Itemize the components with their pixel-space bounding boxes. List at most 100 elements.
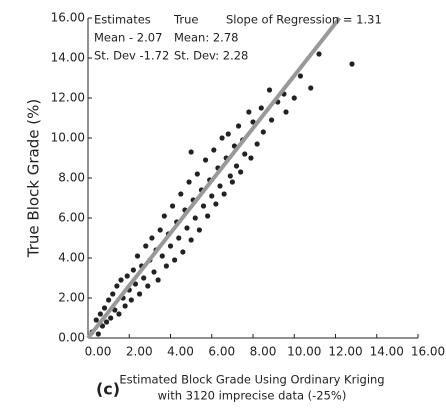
- point: [136, 291, 143, 297]
- point: [99, 323, 106, 329]
- point: [106, 297, 112, 303]
- point: [297, 73, 304, 79]
- regression-line: [86, 16, 342, 340]
- panel-label: (c): [96, 380, 120, 399]
- y-tick-label: 10.00: [51, 131, 85, 145]
- point: [202, 157, 209, 163]
- x-tick-label: 6.00: [208, 345, 235, 359]
- point: [155, 277, 161, 283]
- point: [101, 305, 108, 311]
- point: [235, 123, 242, 129]
- point: [180, 249, 186, 255]
- point: [349, 61, 355, 67]
- point: [145, 283, 151, 289]
- annotation: Mean: 2.78: [174, 31, 238, 45]
- x-tick-label: 12.00: [328, 345, 362, 359]
- point: [169, 203, 176, 209]
- x-tick-label: 0.00: [85, 345, 112, 359]
- point: [248, 155, 254, 161]
- y-tick-label: 14.00: [51, 51, 85, 65]
- point: [308, 85, 314, 91]
- point: [95, 331, 101, 337]
- point: [110, 291, 116, 297]
- x-tick-label: 14.00: [370, 345, 404, 359]
- point: [229, 179, 235, 185]
- point: [254, 141, 260, 147]
- point: [184, 225, 190, 231]
- point: [151, 269, 157, 275]
- point: [97, 311, 103, 317]
- point: [178, 191, 184, 197]
- point: [211, 147, 217, 153]
- y-tick-label: 12.00: [51, 91, 85, 105]
- point: [238, 169, 244, 175]
- point: [233, 163, 240, 169]
- point: [118, 277, 124, 283]
- point: [242, 151, 248, 157]
- point: [227, 173, 233, 179]
- point: [219, 135, 225, 141]
- point: [163, 263, 169, 269]
- point: [209, 193, 215, 199]
- point: [114, 283, 120, 289]
- point: [149, 235, 155, 241]
- point: [283, 109, 289, 115]
- point: [213, 201, 219, 207]
- x-tick-label: 8.00: [250, 345, 277, 359]
- point: [108, 315, 114, 321]
- point: [116, 311, 122, 317]
- y-tick-label: 2.00: [58, 291, 85, 305]
- point: [188, 149, 194, 155]
- annotation: Mean - 2.07: [94, 31, 162, 45]
- y-tick-label: 0.00: [58, 331, 85, 345]
- point: [172, 257, 178, 263]
- y-tick-label: 16.00: [51, 11, 85, 25]
- x-tick-label: 10.00: [287, 345, 321, 359]
- y-axis-label: True Block Grade (%): [25, 99, 43, 258]
- point: [132, 281, 139, 287]
- point: [186, 179, 192, 185]
- x-axis-label: Estimated Block Grade Using Ordinary Kri…: [119, 373, 384, 387]
- x-tick-label: 4.00: [167, 345, 194, 359]
- point: [246, 109, 252, 115]
- point: [141, 275, 147, 281]
- point: [258, 105, 264, 111]
- point: [196, 227, 202, 233]
- point: [200, 203, 207, 209]
- point: [217, 183, 223, 189]
- annotation: St. Dev: 2.28: [174, 49, 248, 63]
- point: [128, 297, 134, 303]
- point: [157, 227, 163, 233]
- point: [159, 253, 165, 259]
- point: [161, 213, 167, 219]
- point: [122, 303, 128, 309]
- point: [167, 243, 174, 249]
- point: [194, 171, 200, 177]
- point: [316, 51, 322, 57]
- point: [134, 253, 141, 259]
- x-tick-label: 16.00: [411, 345, 445, 359]
- point: [266, 87, 273, 93]
- point: [176, 235, 182, 241]
- point: [225, 131, 231, 137]
- y-tick-label: 6.00: [58, 211, 85, 225]
- point: [205, 213, 211, 219]
- point: [291, 95, 297, 101]
- point: [188, 237, 194, 243]
- annotation: True: [173, 13, 198, 27]
- point: [221, 191, 227, 197]
- y-tick-label: 4.00: [58, 251, 85, 265]
- point: [130, 267, 136, 273]
- annotation: Slope of Regression = 1.31: [226, 13, 382, 27]
- point: [268, 117, 275, 123]
- annotation: St. Dev -1.72: [94, 49, 169, 63]
- x-tick-label: 2.00: [126, 345, 153, 359]
- x-axis-label: with 3120 imprecise data (-25%): [158, 389, 347, 403]
- point: [93, 317, 99, 323]
- point: [124, 273, 130, 279]
- y-tick-label: 8.00: [58, 171, 85, 185]
- point: [260, 129, 266, 135]
- annotation: Estimates: [94, 13, 151, 27]
- point: [192, 215, 198, 221]
